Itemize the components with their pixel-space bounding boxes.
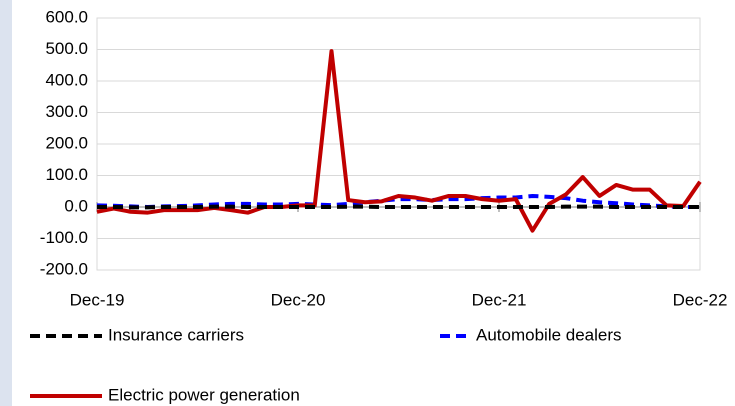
y-tick-label: 400.0 [45,70,88,89]
y-tick-label: 300.0 [45,102,88,121]
series-line [96,49,702,233]
y-tick-label: -200.0 [40,259,88,278]
x-tick-label: Dec-21 [472,290,527,309]
legend-label: Insurance carriers [108,325,244,344]
x-tick-label: Dec-22 [673,290,728,309]
y-tick-label: 200.0 [45,133,88,152]
series-line [97,204,700,210]
y-tick-label: 0.0 [64,196,88,215]
legend-label: Electric power generation [108,385,300,404]
x-tick-label: Dec-20 [271,290,326,309]
y-tick-label: 600.0 [45,7,88,26]
x-tick-label: Dec-19 [70,290,125,309]
y-tick-label: 500.0 [45,39,88,58]
y-tick-label: 100.0 [45,165,88,184]
y-tick-label: -100.0 [40,228,88,247]
legend-label: Automobile dealers [476,325,622,344]
side-strip [0,0,12,406]
